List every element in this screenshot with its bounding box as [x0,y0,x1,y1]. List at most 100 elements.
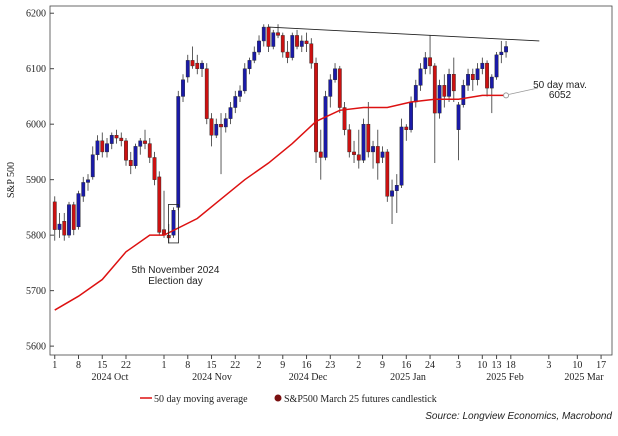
candle-body [409,101,413,130]
candle-body [176,96,181,208]
ma-end-marker [503,92,510,99]
source: Source: Longview Economics, Macrobond [425,411,612,422]
y-tick-label: 5600 [26,342,46,353]
candle-body [128,160,133,166]
candle-body [323,96,328,158]
candle-body [209,118,214,136]
candle-body [447,74,451,97]
candle-body [143,140,147,144]
candle-body [190,60,195,67]
month-label: 2025 Jan [390,372,426,383]
x-tick-label: 10 [572,360,582,371]
candle-body [504,46,508,53]
x-tick-label: 22 [230,360,240,371]
candle-body [109,135,114,144]
candle-body [157,176,162,233]
x-tick-label: 24 [425,360,435,371]
candle-body [489,76,494,89]
x-tick-label: 3 [456,360,461,371]
candle-body [432,65,437,114]
moving-average-line [54,94,507,311]
annotation-text: 50 day mav. [533,80,587,91]
x-tick-label: 10 [477,360,487,371]
candle-body [371,146,375,153]
y-tick-label: 5800 [26,231,46,242]
candle-body [337,68,342,108]
candle-body [394,185,399,191]
y-tick-label: 5900 [26,175,46,186]
candle-body [57,223,62,230]
x-tick-label: 15 [97,360,107,371]
candle-body [228,107,233,119]
candle-body [95,140,100,155]
annotation-text: 6052 [549,90,572,101]
candle-body [456,104,461,130]
candle-body [423,57,428,69]
x-tick-label: 2 [257,360,262,371]
candle-body [333,68,337,80]
candle-body [285,51,290,58]
candle-body [147,143,152,158]
annotation-text: Election day [148,276,202,287]
candle-body [328,79,333,97]
candle-body [418,68,423,86]
candle-body [290,35,295,58]
candle-body [399,126,404,186]
candle-body [238,90,242,97]
candle-body [257,40,261,53]
month-label: 2024 Dec [289,372,328,383]
candle-body [466,74,470,86]
month-label: 2024 Oct [92,372,129,383]
candle-body [261,26,266,42]
candle-body [138,140,143,147]
candle-body [86,179,90,183]
candle-body [299,40,304,47]
x-tick-label: 8 [185,360,190,371]
candle-body [219,123,223,128]
candle-body [318,151,323,158]
x-tick-label: 17 [596,360,606,371]
candle-body [223,118,228,128]
candle-body [356,154,361,161]
candle-body [119,137,124,142]
y-tick-label: 5700 [26,286,46,297]
candle-body [252,51,257,61]
candle-body [100,140,105,153]
candle-body [200,62,204,69]
candle-body [242,68,247,92]
x-tick-label: 9 [380,360,385,371]
candle-body [52,201,57,230]
candle-body [347,129,352,153]
x-tick-label: 16 [302,360,312,371]
candle-body [114,135,119,139]
candle-body [309,43,314,64]
month-label: 2025 Mar [564,372,604,383]
candle-body [404,126,409,130]
trendline [268,26,540,42]
candle-body [62,221,67,236]
candle-body [485,62,489,89]
x-tick-label: 13 [492,360,502,371]
x-tick-label: 9 [280,360,285,371]
x-tick-label: 3 [546,360,551,371]
candle-body [361,123,366,161]
candle-body [171,209,176,236]
y-axis-label: S&P 500 [6,162,17,198]
candle-body [266,26,271,47]
candle-body [304,40,309,44]
candle-body [181,79,185,97]
candle-body [461,85,466,105]
candle-body [314,62,318,153]
y-tick-label: 6000 [26,120,46,131]
x-tick-label: 1 [52,360,57,371]
candle-body [295,35,299,47]
candle-body [185,60,190,78]
candle-body [375,146,380,164]
candle-body [214,123,219,136]
candle-body [204,68,209,119]
plot-frame [49,5,613,356]
candle-body [76,193,81,228]
x-tick-label: 15 [207,360,217,371]
candle-body [442,85,447,97]
candle-body [271,32,276,47]
